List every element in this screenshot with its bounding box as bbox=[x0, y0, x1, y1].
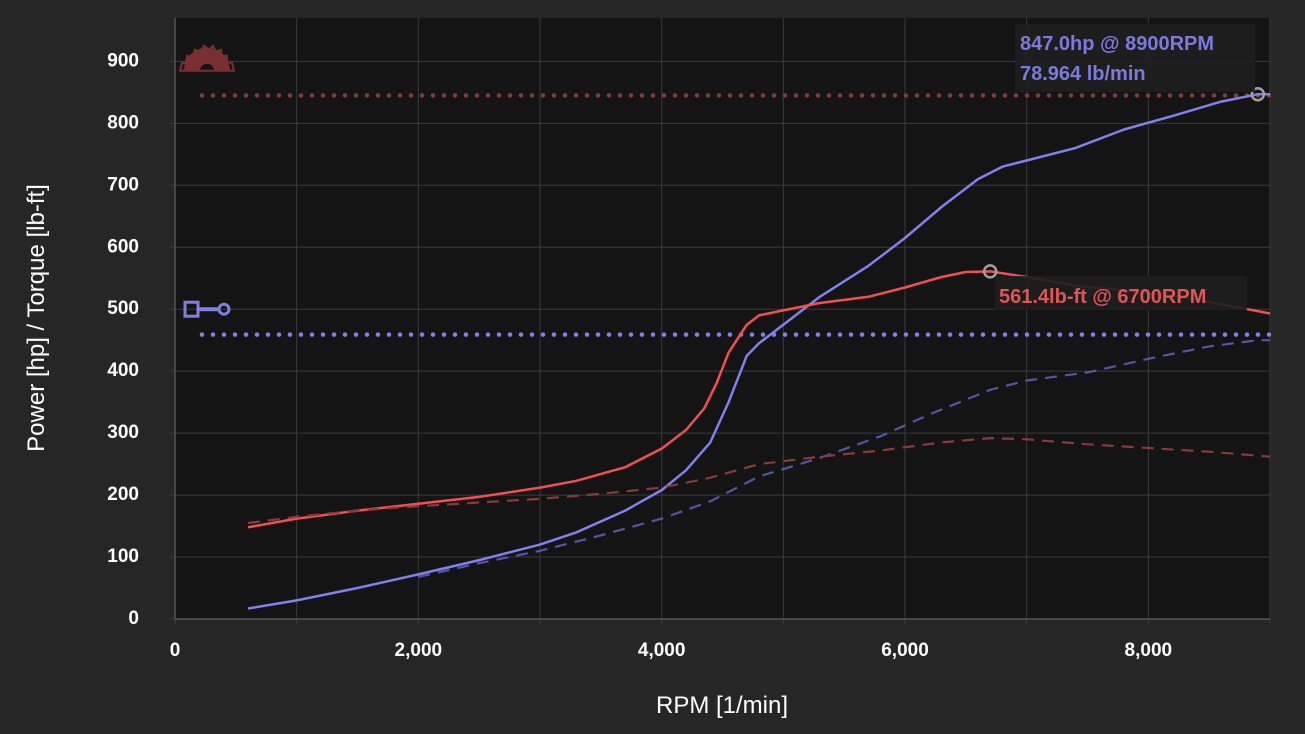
turbo-icon bbox=[178, 44, 236, 78]
y-tick-label: 200 bbox=[107, 484, 139, 505]
y-tick-labels: 0 100 200 300 400 500 600 700 800 900 bbox=[107, 50, 139, 629]
x-tick-label: 6,000 bbox=[881, 640, 929, 661]
x-tick-label: 2,000 bbox=[395, 640, 443, 661]
grid bbox=[169, 18, 1271, 625]
x-tick-labels: 0 2,000 4,000 6,000 8,000 bbox=[170, 640, 1172, 661]
torque-peak-label: 561.4lb-ft @ 6700RPM bbox=[999, 286, 1206, 308]
y-tick-label: 400 bbox=[107, 360, 139, 381]
y-tick-label: 900 bbox=[107, 50, 139, 71]
y-tick-label: 500 bbox=[107, 298, 139, 319]
y-tick-label: 100 bbox=[107, 546, 139, 567]
y-axis-title: Power [hp] / Torque [lb-ft] bbox=[23, 184, 50, 452]
torque-annotation-box: 561.4lb-ft @ 6700RPM bbox=[995, 276, 1247, 310]
peak-marker bbox=[982, 264, 998, 279]
peak-marker bbox=[1250, 86, 1266, 102]
power-peak-label: 847.0hp @ 8900RPM bbox=[1020, 33, 1214, 55]
y-tick-label: 0 bbox=[128, 608, 139, 629]
power-dashed-curve bbox=[418, 339, 1270, 578]
power-annotation-box: 847.0hp @ 8900RPM 78.964 lb/min bbox=[1015, 24, 1255, 92]
air-flow-label: 78.964 lb/min bbox=[1020, 63, 1146, 85]
piston-icon bbox=[183, 300, 231, 318]
torque-dashed-curve bbox=[247, 437, 1271, 525]
peak-markers bbox=[982, 86, 1266, 279]
reference-lines bbox=[199, 93, 1273, 337]
x-tick-label: 0 bbox=[170, 640, 181, 661]
power-curve bbox=[247, 92, 1270, 610]
x-tick-label: 4,000 bbox=[638, 640, 686, 661]
x-axis-title: RPM [1/min] bbox=[656, 692, 788, 719]
y-tick-label: 300 bbox=[107, 422, 139, 443]
x-tick-label: 8,000 bbox=[1125, 640, 1173, 661]
y-tick-label: 800 bbox=[107, 112, 139, 133]
y-tick-label: 700 bbox=[107, 174, 139, 195]
y-tick-label: 600 bbox=[107, 236, 139, 257]
icons bbox=[178, 44, 236, 318]
plot-background bbox=[175, 18, 1270, 619]
